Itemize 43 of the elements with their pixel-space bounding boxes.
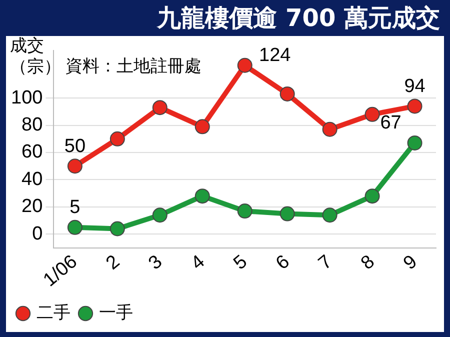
chart-title: 九龍樓價逾 700 萬元成交 (156, 3, 441, 34)
data-label: 50 (64, 136, 86, 157)
point (364, 188, 380, 204)
data-label: 124 (259, 45, 292, 66)
point (67, 158, 82, 174)
x-tick-label: 5 (230, 251, 252, 274)
point (407, 135, 422, 150)
point (152, 100, 168, 116)
y-tick-label: 0 (32, 223, 43, 244)
point (194, 188, 210, 204)
y-tick-label: 80 (22, 114, 43, 136)
legend-label: 一手 (99, 303, 133, 322)
y-tick-label: 20 (22, 196, 43, 218)
annotation: 資料：土地註冊處 (66, 56, 202, 76)
point (407, 98, 422, 114)
y-tick-label: 100 (11, 87, 43, 108)
point (110, 131, 125, 146)
x-tick-label: 2 (102, 251, 124, 274)
x-tick-label: 8 (357, 251, 379, 274)
data-label: 67 (380, 112, 402, 134)
point (280, 206, 295, 222)
legend-label: 二手 (36, 303, 70, 322)
point (110, 221, 125, 236)
point (237, 58, 252, 73)
data-label: 5 (70, 197, 80, 218)
point (67, 220, 82, 235)
y-tick-label: 40 (22, 168, 43, 190)
x-tick-label: 6 (272, 251, 294, 274)
y-axis-title: 成交（宗） (10, 36, 61, 78)
y-tick-label: 60 (22, 142, 43, 163)
x-tick-label: 3 (144, 251, 166, 274)
x-tick-label: 7 (314, 251, 336, 274)
x-tick-label: 4 (187, 251, 210, 274)
x-tick-label: 9 (400, 251, 422, 274)
point (322, 122, 338, 137)
point (237, 204, 252, 219)
point (152, 208, 168, 223)
x-tick-label: 1/06 (40, 251, 82, 292)
data-label: 94 (404, 76, 426, 97)
point (194, 119, 210, 134)
point (322, 208, 338, 223)
point (280, 86, 295, 102)
point (364, 106, 380, 122)
